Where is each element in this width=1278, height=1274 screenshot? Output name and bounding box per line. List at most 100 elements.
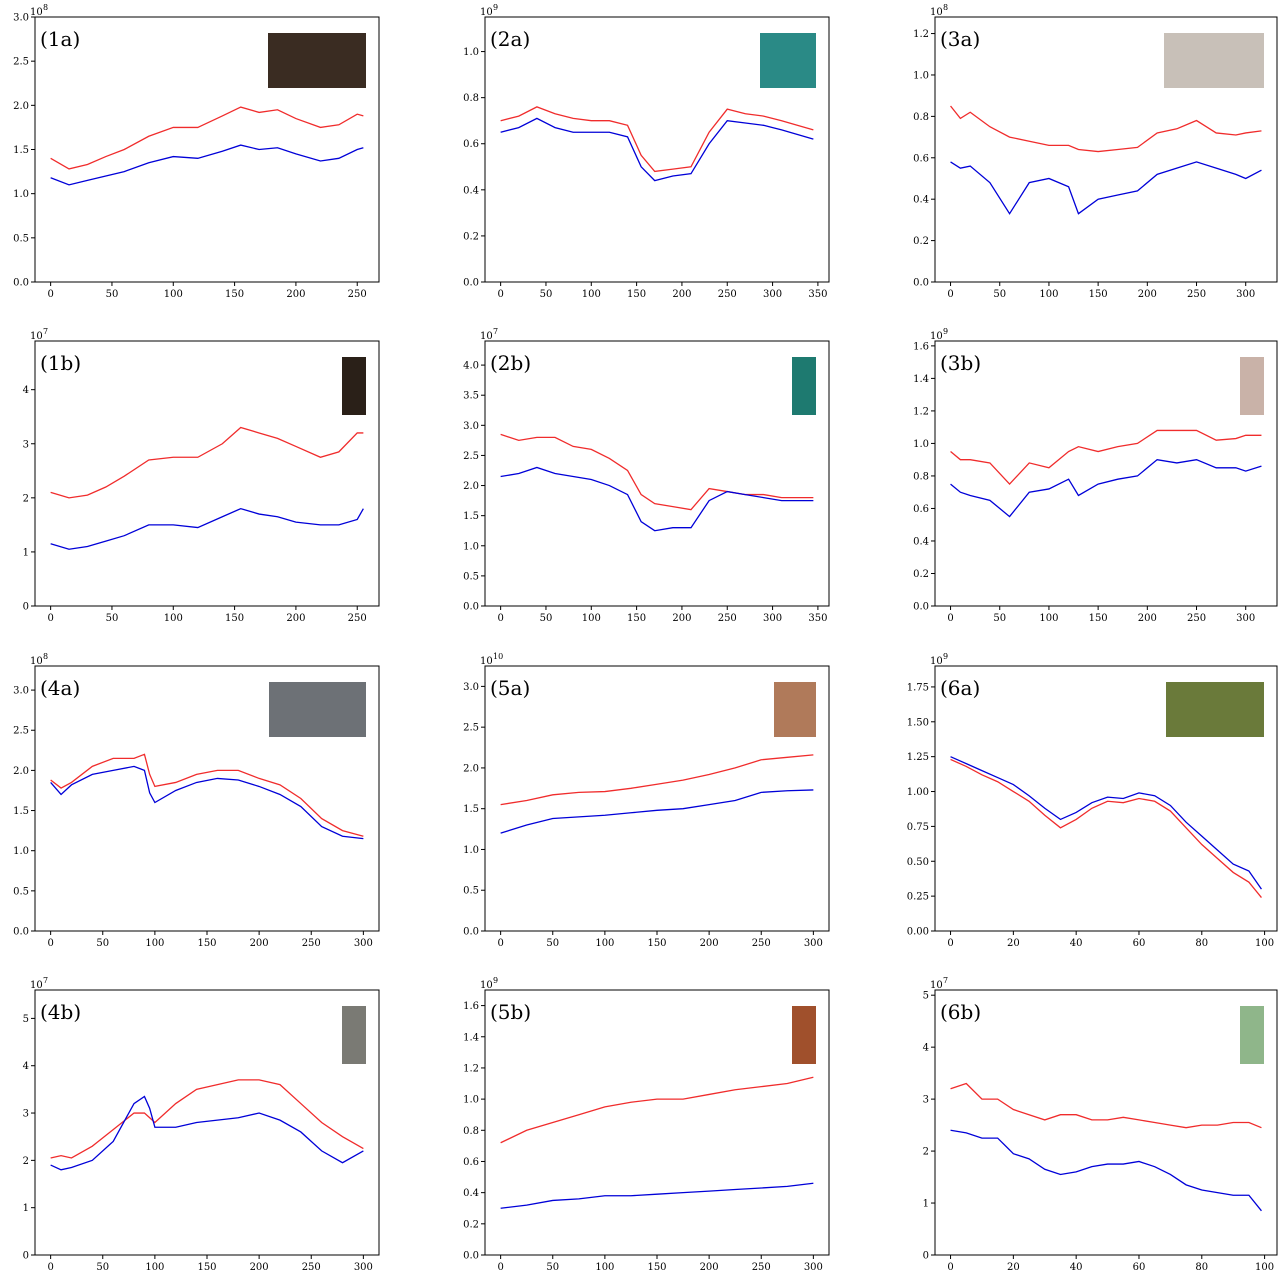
x-tick-label: 350 (808, 289, 827, 300)
x-tick-label: 20 (1007, 1262, 1020, 1273)
x-tick-label: 50 (106, 289, 119, 300)
y-tick-label: 2 (923, 1147, 929, 1158)
y-tick-label: 1.0 (13, 189, 29, 200)
offset-exponent: 8 (43, 3, 48, 12)
y-tick-label: 0.0 (13, 927, 29, 938)
offset-base: 10 (30, 331, 43, 342)
offset-base: 10 (30, 7, 43, 18)
offset-base: 10 (30, 656, 43, 667)
y-tick-label: 4 (23, 1061, 29, 1072)
y-tick-label: 0.5 (13, 886, 29, 897)
thumbnail (342, 1006, 366, 1064)
x-tick-label: 0 (497, 1262, 503, 1273)
x-tick-label: 60 (1133, 938, 1146, 949)
y-tick-label: 2.0 (13, 766, 29, 777)
y-tick-label: 1.75 (907, 682, 929, 693)
x-tick-label: 200 (250, 938, 269, 949)
x-tick-label: 250 (302, 1262, 321, 1273)
series-line (951, 162, 1262, 214)
panel-label: (5b) (490, 1000, 531, 1024)
y-tick-label: 0.2 (463, 1219, 479, 1230)
y-tick-label: 0.5 (13, 233, 29, 244)
x-tick-label: 200 (700, 938, 719, 949)
x-tick-label: 100 (145, 938, 164, 949)
offset-exponent: 9 (943, 652, 948, 661)
offset-base: 10 (480, 7, 493, 18)
y-tick-label: 2.5 (13, 57, 29, 68)
x-tick-label: 50 (546, 938, 559, 949)
y-tick-label: 2.5 (13, 726, 29, 737)
series-line (501, 1183, 814, 1208)
y-tick-label: 1.6 (913, 341, 929, 352)
panel: 012345020406080100(6b)107 (923, 976, 1277, 1273)
y-tick-label: 0.0 (463, 1251, 479, 1262)
x-tick-label: 150 (627, 613, 646, 624)
y-tick-label: 2.0 (463, 763, 479, 774)
axes-frame (935, 341, 1277, 606)
series-line (51, 145, 364, 185)
x-tick-label: 100 (1255, 1262, 1274, 1273)
y-tick-label: 1.0 (463, 845, 479, 856)
x-tick-label: 250 (752, 1262, 771, 1273)
x-tick-label: 250 (752, 938, 771, 949)
series-line (951, 757, 1262, 890)
panel-label: (6a) (940, 676, 980, 700)
x-tick-label: 0 (47, 289, 53, 300)
x-tick-label: 150 (647, 938, 666, 949)
y-tick-label: 0.0 (463, 927, 479, 938)
offset-base: 10 (30, 980, 43, 991)
y-tick-label: 0.8 (913, 471, 929, 482)
x-tick-label: 300 (763, 613, 782, 624)
x-tick-label: 200 (1138, 289, 1157, 300)
y-tick-label: 1.00 (907, 787, 929, 798)
x-tick-label: 150 (197, 938, 216, 949)
y-tick-label: 0.75 (907, 822, 929, 833)
x-tick-label: 250 (718, 289, 737, 300)
x-tick-label: 200 (1138, 613, 1157, 624)
x-tick-label: 250 (348, 289, 367, 300)
y-tick-label: 5 (23, 1014, 29, 1025)
y-tick-label: 1.5 (13, 145, 29, 156)
y-tick-label: 3.5 (463, 391, 479, 402)
x-tick-label: 100 (1039, 289, 1058, 300)
thumbnail (1166, 682, 1264, 737)
x-tick-label: 40 (1070, 938, 1083, 949)
y-tick-label: 0.4 (913, 195, 929, 206)
x-tick-label: 250 (718, 613, 737, 624)
y-tick-label: 3.0 (13, 13, 29, 24)
y-tick-label: 0.50 (907, 857, 929, 868)
x-tick-label: 300 (804, 1262, 823, 1273)
x-tick-label: 40 (1070, 1262, 1083, 1273)
panel-label: (6b) (940, 1000, 981, 1024)
y-tick-label: 1.4 (913, 374, 929, 385)
panel: 0.00.20.40.60.81.01.2050100150200250300(… (913, 3, 1277, 300)
offset-exponent: 10 (493, 652, 503, 661)
y-tick-label: 1.0 (913, 70, 929, 81)
x-tick-label: 300 (1236, 289, 1255, 300)
y-tick-label: 1 (23, 547, 29, 558)
y-tick-label: 0.0 (13, 278, 29, 289)
axes-frame (935, 990, 1277, 1255)
x-tick-label: 300 (354, 1262, 373, 1273)
x-tick-label: 50 (540, 613, 553, 624)
series-line (951, 106, 1262, 152)
y-tick-label: 0.6 (463, 1157, 479, 1168)
x-tick-label: 200 (700, 1262, 719, 1273)
y-tick-label: 4 (923, 1043, 929, 1054)
y-tick-label: 0.0 (463, 278, 479, 289)
y-tick-label: 1.5 (13, 806, 29, 817)
series-line (51, 428, 364, 498)
offset-base: 10 (930, 980, 943, 991)
figure: 0.00.51.01.52.02.53.0050100150200250(1a)… (0, 0, 1278, 1274)
x-tick-label: 150 (197, 1262, 216, 1273)
thumbnail (792, 357, 816, 415)
y-tick-label: 0.6 (463, 139, 479, 150)
x-tick-label: 100 (595, 1262, 614, 1273)
offset-exponent: 8 (943, 3, 948, 12)
y-tick-label: 1.4 (463, 1032, 479, 1043)
series-line (951, 759, 1262, 897)
panel-label: (2a) (490, 27, 530, 51)
y-tick-label: 5 (923, 991, 929, 1002)
